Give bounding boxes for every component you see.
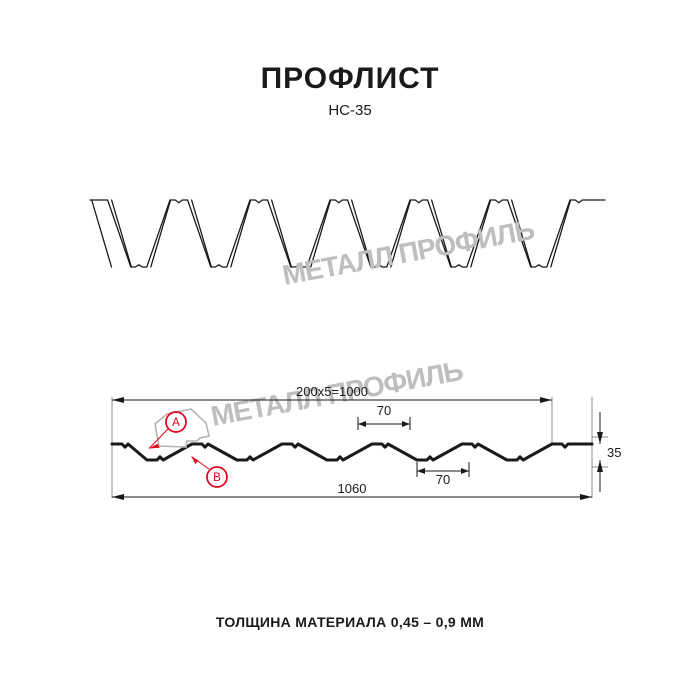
svg-text:70: 70 bbox=[436, 472, 450, 487]
svg-text:35: 35 bbox=[607, 445, 621, 460]
svg-text:A: A bbox=[172, 417, 180, 429]
svg-text:МЕТАЛЛ ПРОФИЛЬ: МЕТАЛЛ ПРОФИЛЬ bbox=[280, 214, 537, 291]
svg-text:ПРОФЛИСТ: ПРОФЛИСТ bbox=[261, 62, 440, 95]
svg-text:B: B bbox=[213, 472, 221, 484]
svg-text:200x5=1000: 200x5=1000 bbox=[296, 384, 368, 399]
svg-text:НС-35: НС-35 bbox=[328, 102, 371, 119]
svg-text:1060: 1060 bbox=[338, 481, 367, 496]
svg-text:ТОЛЩИНА МАТЕРИАЛА 0,45 – 0,9 М: ТОЛЩИНА МАТЕРИАЛА 0,45 – 0,9 ММ bbox=[216, 614, 484, 630]
svg-text:70: 70 bbox=[377, 403, 391, 418]
